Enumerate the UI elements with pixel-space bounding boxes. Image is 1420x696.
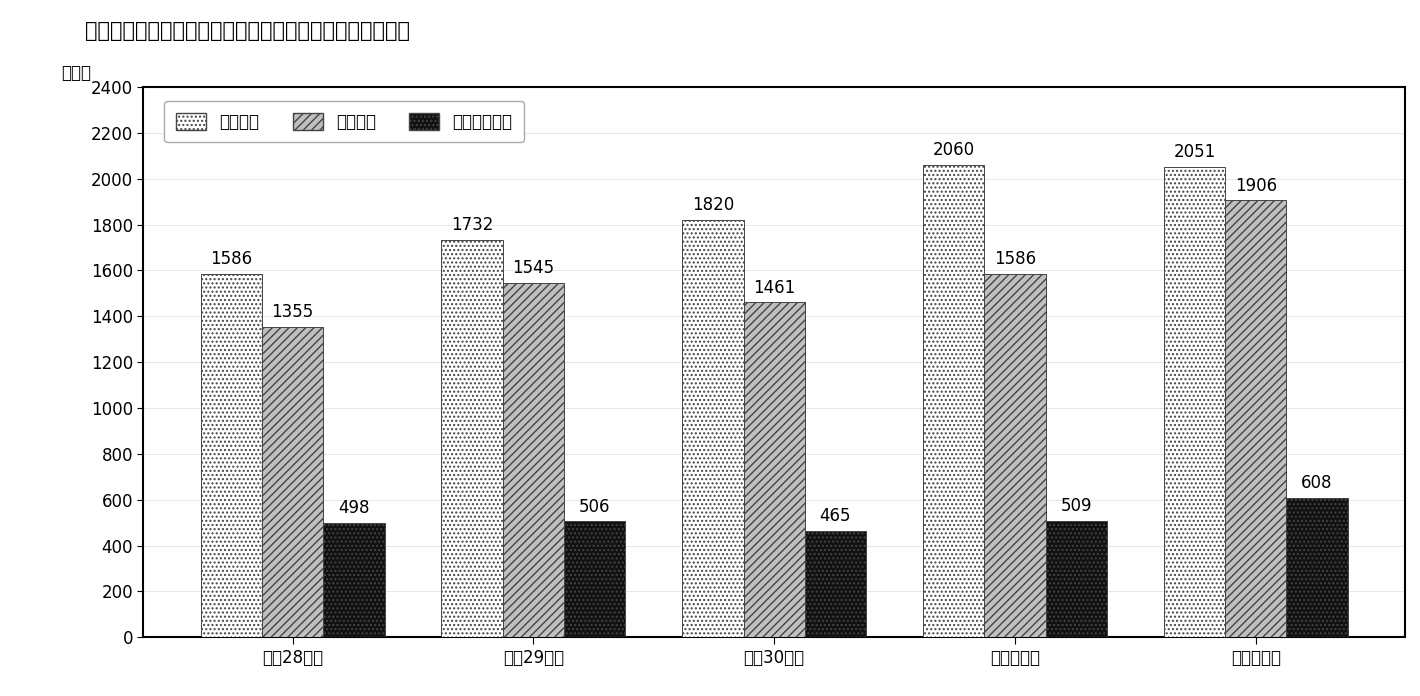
Text: 2051: 2051 bbox=[1173, 143, 1216, 161]
Text: 2060: 2060 bbox=[933, 141, 974, 159]
Text: 1820: 1820 bbox=[692, 196, 734, 214]
Bar bbox=[324, 523, 385, 638]
Bar bbox=[1045, 521, 1106, 638]
Text: 1586: 1586 bbox=[994, 250, 1037, 268]
Bar bbox=[200, 274, 261, 638]
Text: 1732: 1732 bbox=[452, 216, 493, 235]
Bar bbox=[1164, 167, 1225, 638]
Text: 図２－１　精神障害の請求、決定及び支給決定件数の推移: 図２－１ 精神障害の請求、決定及び支給決定件数の推移 bbox=[85, 21, 410, 41]
Text: 506: 506 bbox=[579, 498, 611, 516]
Text: （件）: （件） bbox=[61, 63, 91, 81]
Bar bbox=[261, 326, 324, 638]
Text: 465: 465 bbox=[819, 507, 851, 525]
Bar bbox=[1225, 200, 1287, 638]
Legend: 請求件数, 決定件数, 支給決定件数: 請求件数, 決定件数, 支給決定件数 bbox=[165, 101, 524, 143]
Bar bbox=[442, 240, 503, 638]
Text: 1906: 1906 bbox=[1234, 177, 1277, 195]
Text: 1355: 1355 bbox=[271, 303, 314, 321]
Bar bbox=[923, 165, 984, 638]
Bar bbox=[984, 274, 1045, 638]
Text: 1586: 1586 bbox=[210, 250, 253, 268]
Bar bbox=[805, 530, 866, 638]
Bar bbox=[503, 283, 564, 638]
Bar bbox=[744, 302, 805, 638]
Bar bbox=[682, 220, 744, 638]
Text: 608: 608 bbox=[1301, 474, 1333, 492]
Text: 1545: 1545 bbox=[513, 260, 554, 277]
Text: 509: 509 bbox=[1061, 497, 1092, 515]
Bar bbox=[1287, 498, 1348, 638]
Text: 498: 498 bbox=[338, 499, 369, 517]
Text: 1461: 1461 bbox=[753, 278, 795, 296]
Bar bbox=[564, 521, 625, 638]
